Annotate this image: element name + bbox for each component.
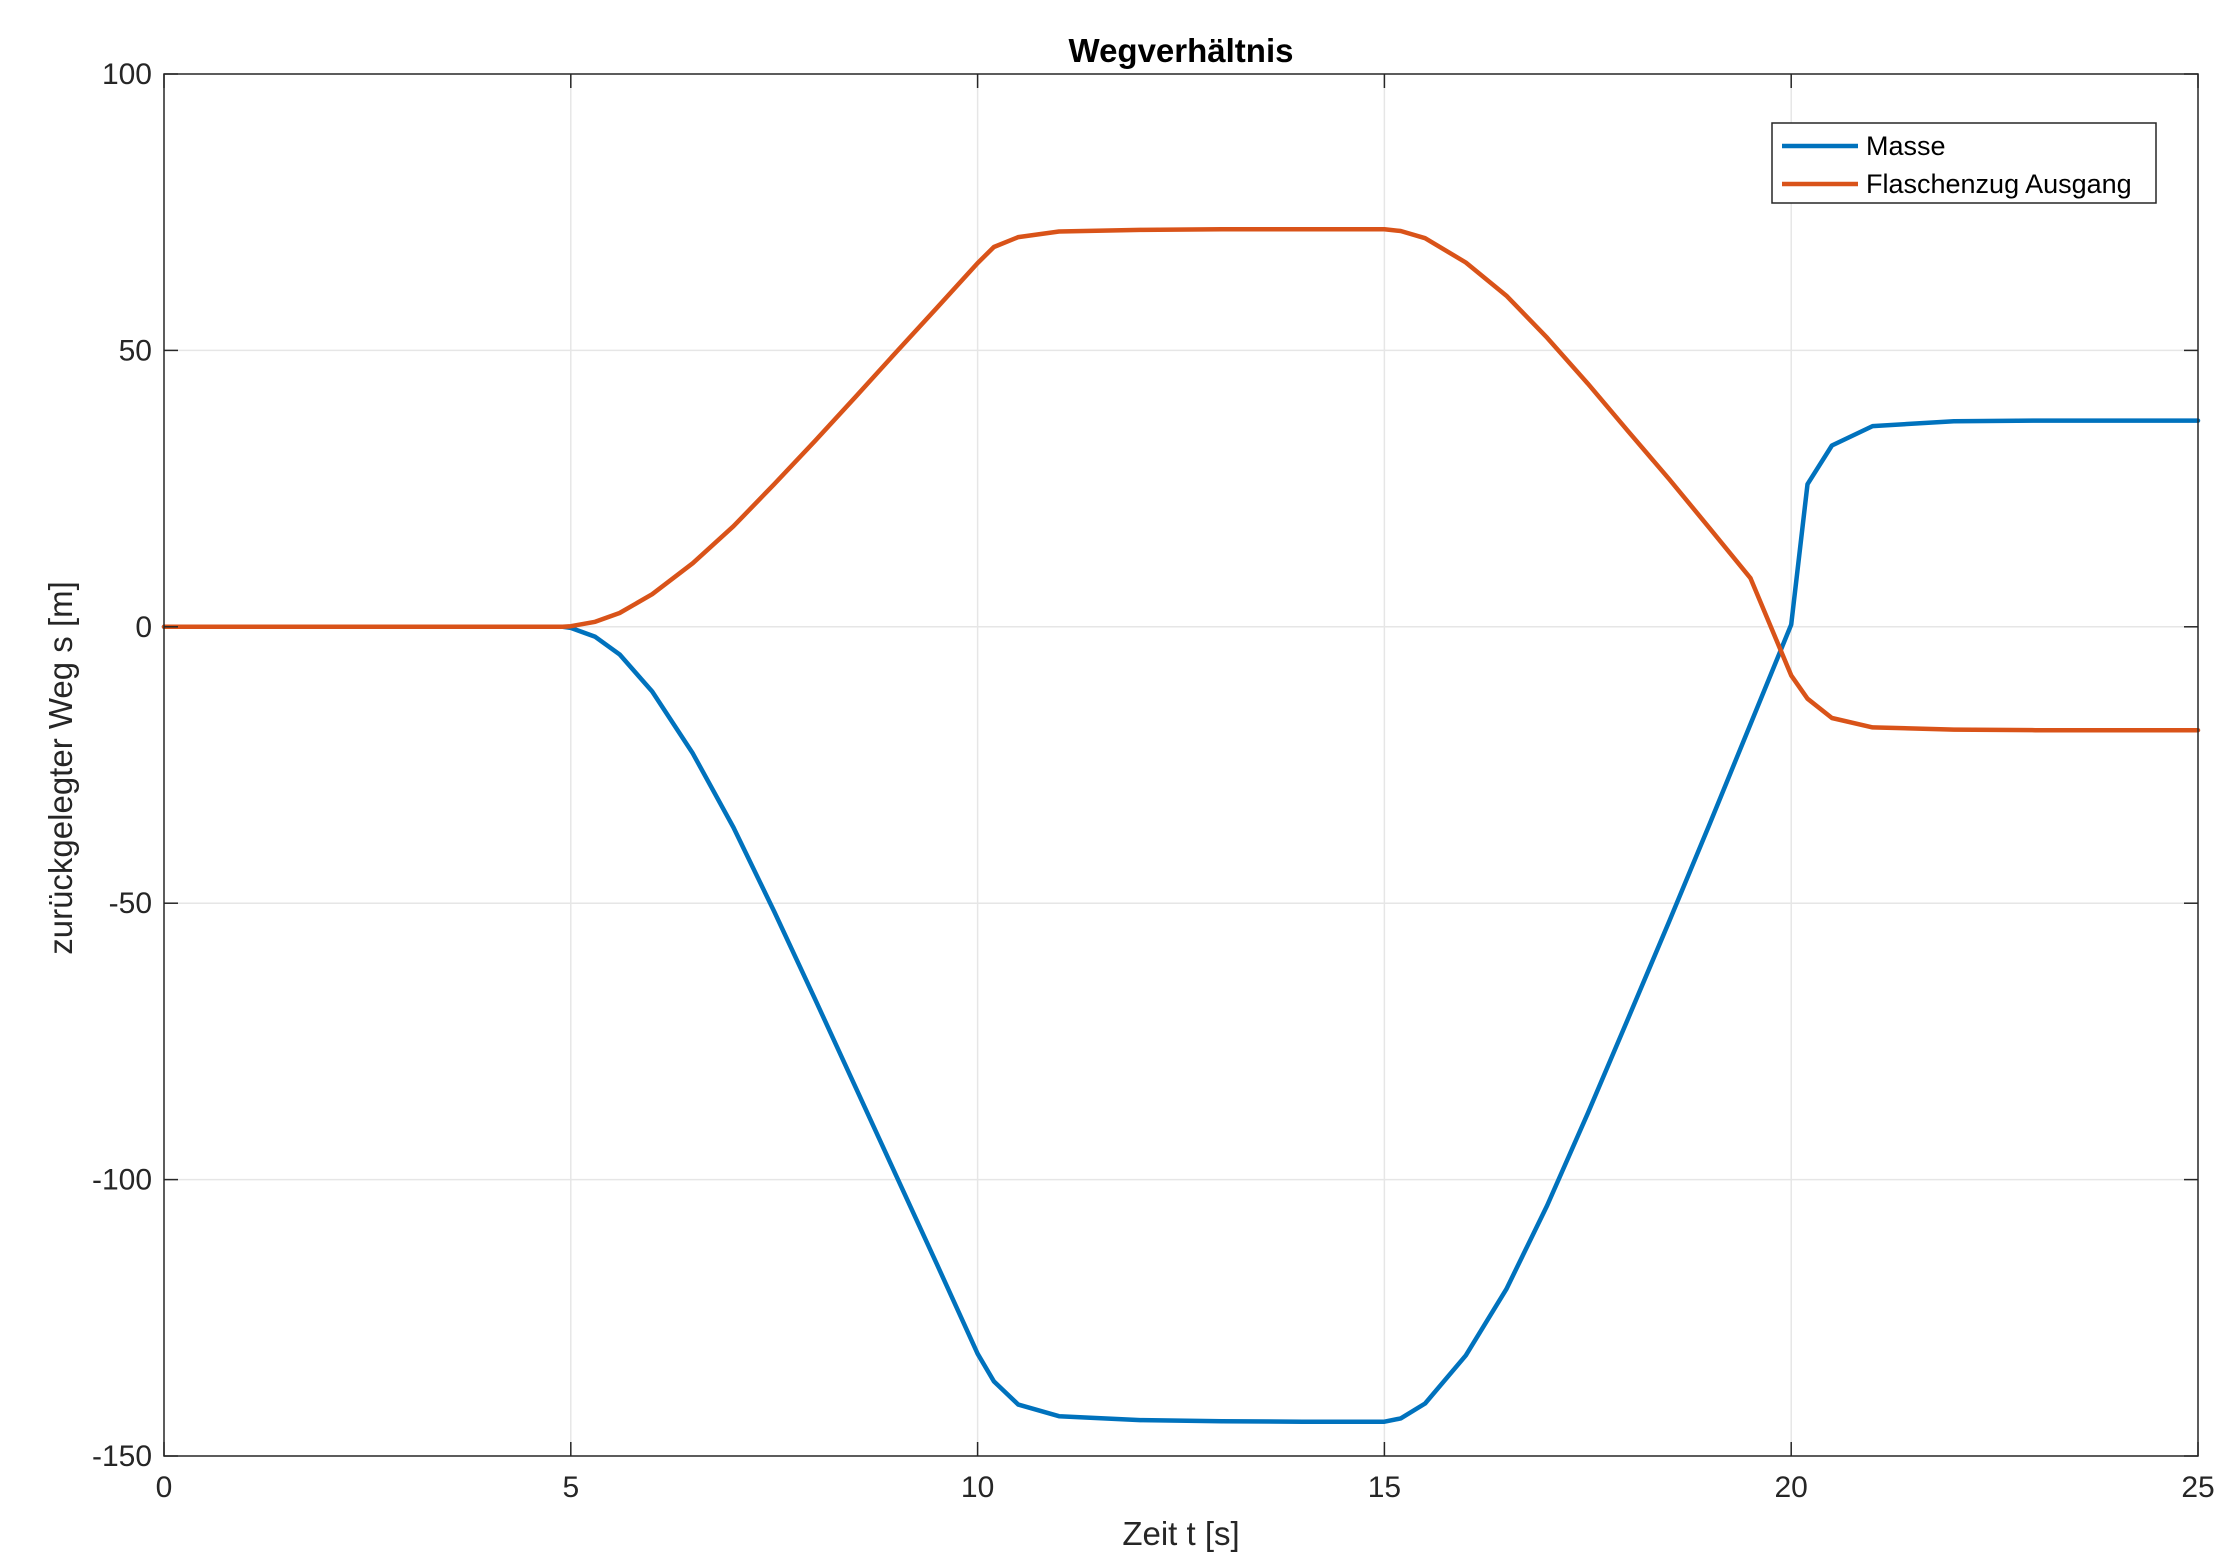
grid-lines xyxy=(164,74,2198,1456)
legend: Masse Flaschenzug Ausgang xyxy=(1771,122,2157,204)
x-tick-label: 5 xyxy=(562,1471,579,1504)
x-tick-label: 0 xyxy=(156,1471,173,1504)
axes xyxy=(163,73,2199,1457)
legend-label: Masse xyxy=(1866,131,1946,161)
x-tick-label: 20 xyxy=(1775,1471,1808,1504)
x-tick-label: 25 xyxy=(2181,1471,2214,1504)
chart-title: Wegverhältnis xyxy=(1069,32,1294,69)
tick-labels: 0 5 10 15 20 25 -150 -100 -50 0 50 100 xyxy=(92,58,2215,1504)
x-tick-label: 15 xyxy=(1368,1471,1401,1504)
x-tick-label: 10 xyxy=(961,1471,994,1504)
series-line-2 xyxy=(161,227,2201,733)
series-lines xyxy=(161,227,2201,1424)
legend-box xyxy=(1771,122,2157,204)
y-tick-label: 0 xyxy=(135,611,152,644)
plot-frame xyxy=(163,73,2199,1457)
y-tick-label: -150 xyxy=(92,1440,152,1473)
y-tick-label: -100 xyxy=(92,1164,152,1197)
y-tick-label: 100 xyxy=(102,58,152,91)
legend-label: Flaschenzug Ausgang xyxy=(1866,169,2132,199)
x-axis-label: Zeit t [s] xyxy=(1122,1515,1239,1552)
y-tick-label: -50 xyxy=(109,887,152,920)
y-tick-label: 50 xyxy=(119,334,152,367)
series-line-1 xyxy=(161,418,2201,1424)
y-axis-label: zurückgelegter Weg s [m] xyxy=(42,581,79,955)
